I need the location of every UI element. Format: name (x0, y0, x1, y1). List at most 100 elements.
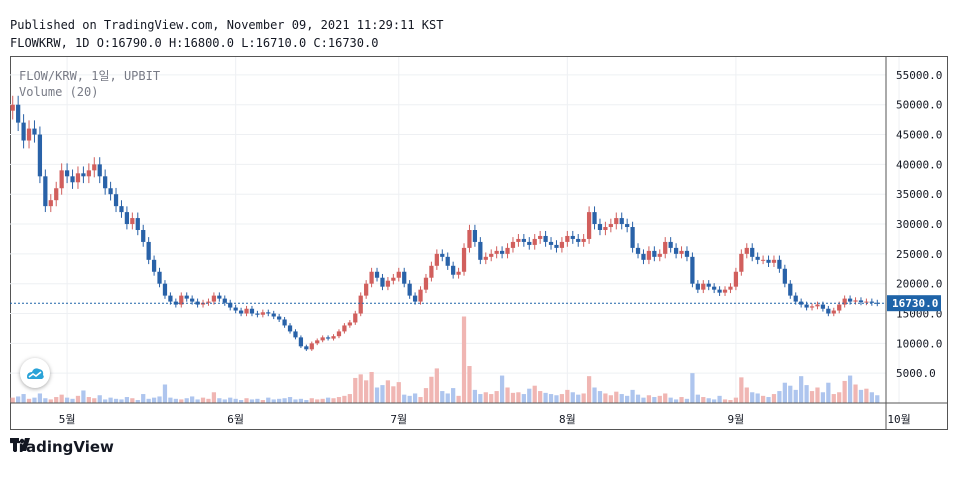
volume-bar (238, 400, 244, 403)
candle-body (869, 301, 874, 303)
candle-body (777, 259, 782, 269)
candle-body (124, 212, 130, 225)
volume-bar (625, 395, 630, 403)
volume-bar (875, 395, 880, 403)
candle-body (141, 230, 146, 242)
candle-body (293, 331, 298, 338)
published-header: Published on TradingView.com, November 0… (10, 18, 444, 32)
candle-body (358, 295, 363, 314)
x-tick-label: 5월 (59, 413, 76, 426)
candle-body (325, 337, 331, 339)
candle-body (260, 312, 265, 315)
candle (157, 267, 162, 288)
volume-bar (16, 396, 21, 403)
candle-body (750, 247, 755, 257)
candle-body (429, 265, 434, 278)
volume-bar (141, 394, 146, 403)
candle-body (37, 134, 43, 177)
candle (217, 292, 222, 302)
volume-bar (527, 388, 532, 403)
x-tick-label: 8월 (559, 413, 576, 426)
volume-bar (576, 394, 581, 403)
volume-bar (673, 399, 679, 403)
candle-body (304, 346, 309, 350)
candle (548, 237, 554, 250)
candle (505, 243, 510, 259)
candle (92, 157, 97, 178)
volume-bar (173, 398, 178, 403)
volume-bars (10, 316, 880, 403)
volume-bar (130, 398, 135, 403)
volume-bar (26, 398, 32, 403)
candle (211, 292, 217, 305)
volume-bar (864, 388, 869, 403)
volume-bar (233, 398, 238, 403)
tradingview-badge[interactable] (20, 358, 50, 388)
candle-body (614, 218, 619, 225)
candle-body (788, 283, 793, 296)
candle (336, 329, 342, 339)
volume-bar (315, 399, 320, 403)
volume-bar (97, 395, 102, 403)
candle-body (461, 247, 467, 272)
candle (690, 252, 695, 288)
volume-bar (211, 392, 217, 403)
volume-bar (706, 398, 711, 403)
candle-body (684, 250, 690, 257)
volume-bar (516, 392, 521, 403)
volume-bar (184, 398, 189, 403)
volume-bar (489, 394, 494, 403)
volume-bar (282, 398, 287, 403)
candle-body (238, 310, 244, 314)
chart-frame[interactable] (10, 56, 948, 430)
tradingview-logo[interactable]: TradingView (10, 438, 114, 456)
candle-body (92, 164, 97, 171)
volume-bar (168, 397, 173, 403)
volume-bar (815, 387, 820, 403)
candle-body (766, 259, 771, 263)
candle-body (271, 313, 276, 317)
volume-bar (391, 386, 396, 403)
volume-bar (48, 399, 53, 403)
candle (869, 298, 874, 306)
volume-bar (249, 399, 255, 403)
candle (782, 264, 787, 288)
candle (309, 341, 314, 351)
candle (614, 212, 619, 230)
candle (777, 255, 782, 273)
candle (799, 298, 804, 308)
candle-body (48, 200, 53, 207)
last-price-tag: 16730.0 (887, 295, 941, 312)
candle-body (663, 241, 668, 254)
candle-body (75, 173, 81, 183)
volume-bar (793, 389, 798, 403)
candle (21, 114, 26, 149)
candle-body (146, 241, 151, 260)
candle-body (505, 247, 510, 254)
candle (728, 283, 733, 294)
volume-bar (499, 375, 505, 403)
candle-body (418, 289, 423, 302)
candle-body (701, 283, 706, 290)
volume-bar (750, 392, 755, 403)
y-tick-label: 35000.0 (896, 188, 942, 201)
candle (168, 292, 173, 305)
candle (315, 338, 320, 346)
candle-body (309, 343, 314, 350)
volume-bar (228, 397, 233, 403)
candle (70, 169, 75, 189)
volume-bar (597, 391, 603, 403)
candle-body (847, 298, 853, 302)
candle (592, 206, 597, 230)
candle-body (760, 259, 766, 261)
volume-bar (510, 392, 516, 403)
candle (456, 267, 461, 279)
candle (543, 230, 548, 247)
volume-bar (64, 397, 70, 403)
volume-bar (570, 392, 575, 403)
candle-body (206, 301, 211, 303)
candle (16, 95, 21, 132)
candle-body (472, 230, 478, 242)
candle-body (179, 295, 184, 305)
